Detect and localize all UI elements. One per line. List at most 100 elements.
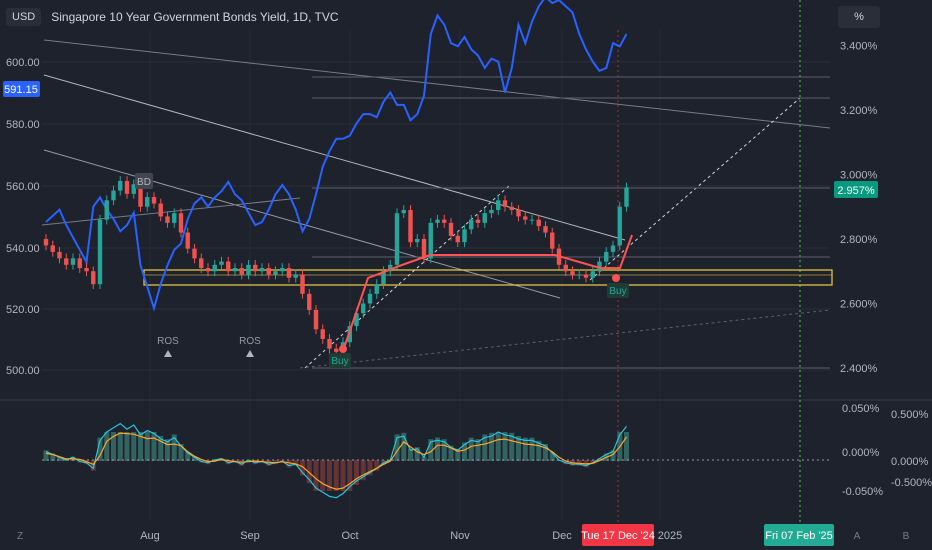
candle-body [239,268,244,275]
osc-bar [340,460,346,491]
candle-body [145,197,150,207]
candle-body [388,264,393,272]
candle [415,234,420,248]
candle [320,324,325,344]
osc-bar [428,439,434,461]
candle-body [205,268,211,272]
right-current-label: 2.957% [837,185,875,197]
osc-bar [408,448,413,461]
candle-body [516,209,521,217]
candle-body [577,274,582,276]
left-current-box [3,81,40,97]
osc-bar [516,436,521,461]
scale-unit-chip[interactable]: % [838,6,880,28]
annotation-label: BD [137,177,151,188]
candle [158,198,163,222]
osc-bar [111,432,116,461]
candle-body [111,190,116,201]
candle [50,240,55,257]
trendline [41,197,301,226]
candle [273,266,278,280]
candle-body [475,219,481,223]
osc-bar [354,460,359,485]
candle [381,266,386,289]
candle [165,211,170,228]
indicator-point [612,274,620,282]
candle-body [280,268,285,272]
candle-body [104,200,109,220]
candle [394,208,400,270]
candle [212,259,217,277]
right-tick-label: 2.800% [840,234,878,246]
candle [462,224,467,248]
osc-bar [610,450,616,461]
candle-body [43,239,49,246]
candle-body [84,268,89,272]
candle [43,234,49,251]
osc-bar [131,432,137,461]
candle-body [415,239,420,243]
candle-body [300,274,305,294]
oscillator-panel [42,422,830,499]
candle [192,243,197,264]
candle [610,240,616,257]
overlay-series [45,0,628,312]
osc-bar [482,434,488,461]
annotation-label: ROS [239,336,261,347]
overlay-line [45,0,628,312]
candle [131,179,136,199]
osc-bar [590,460,596,465]
candle-body [124,180,130,194]
candle-body [401,209,406,214]
osc-bar [489,432,494,461]
osc-bar [360,460,366,481]
osc-tick-outer: 0.500% [891,409,929,421]
candle [57,247,62,264]
candle-body [232,268,238,272]
left-current-label: 591.15 [4,84,38,96]
candle-body [64,258,69,265]
candle-body [151,197,157,204]
osc-bar [165,439,170,461]
candle-body [320,329,325,339]
osc-bar [468,437,474,461]
candle-body [367,293,373,304]
candle [64,253,69,270]
x-tick-label: Nov [450,530,470,542]
candle [124,176,130,199]
trendline [589,97,801,281]
candle [293,269,298,283]
trendline [304,184,511,369]
candle [118,176,123,196]
annotation-label: Buy [609,286,626,297]
osc-bar [57,456,62,461]
candle [563,259,568,277]
trendline [299,309,831,369]
osc-bar [381,460,386,465]
left-tick-label: 520.00 [6,304,40,316]
candle-body [246,264,251,275]
osc-bar [462,442,467,461]
osc-bar [138,432,143,461]
trendline [43,39,831,129]
candle [280,263,285,277]
osc-bar [536,440,542,461]
candle [502,195,508,212]
x-tick-label: 2025 [658,530,682,542]
candle-body [50,245,55,252]
osc-bar [273,460,278,465]
candle [590,266,595,283]
candle-body [469,219,474,230]
osc-tick-outer: 0.000% [891,456,929,468]
candles[interactable] [43,176,629,357]
osc-bar [266,460,272,466]
currency-chip[interactable]: USD [6,8,42,26]
candle-body [118,180,123,191]
candle [604,247,609,267]
osc-bar [43,450,49,461]
osc-bar [192,456,197,461]
candle-body [131,184,136,194]
candle-body [617,206,622,246]
candle-body [428,222,433,259]
